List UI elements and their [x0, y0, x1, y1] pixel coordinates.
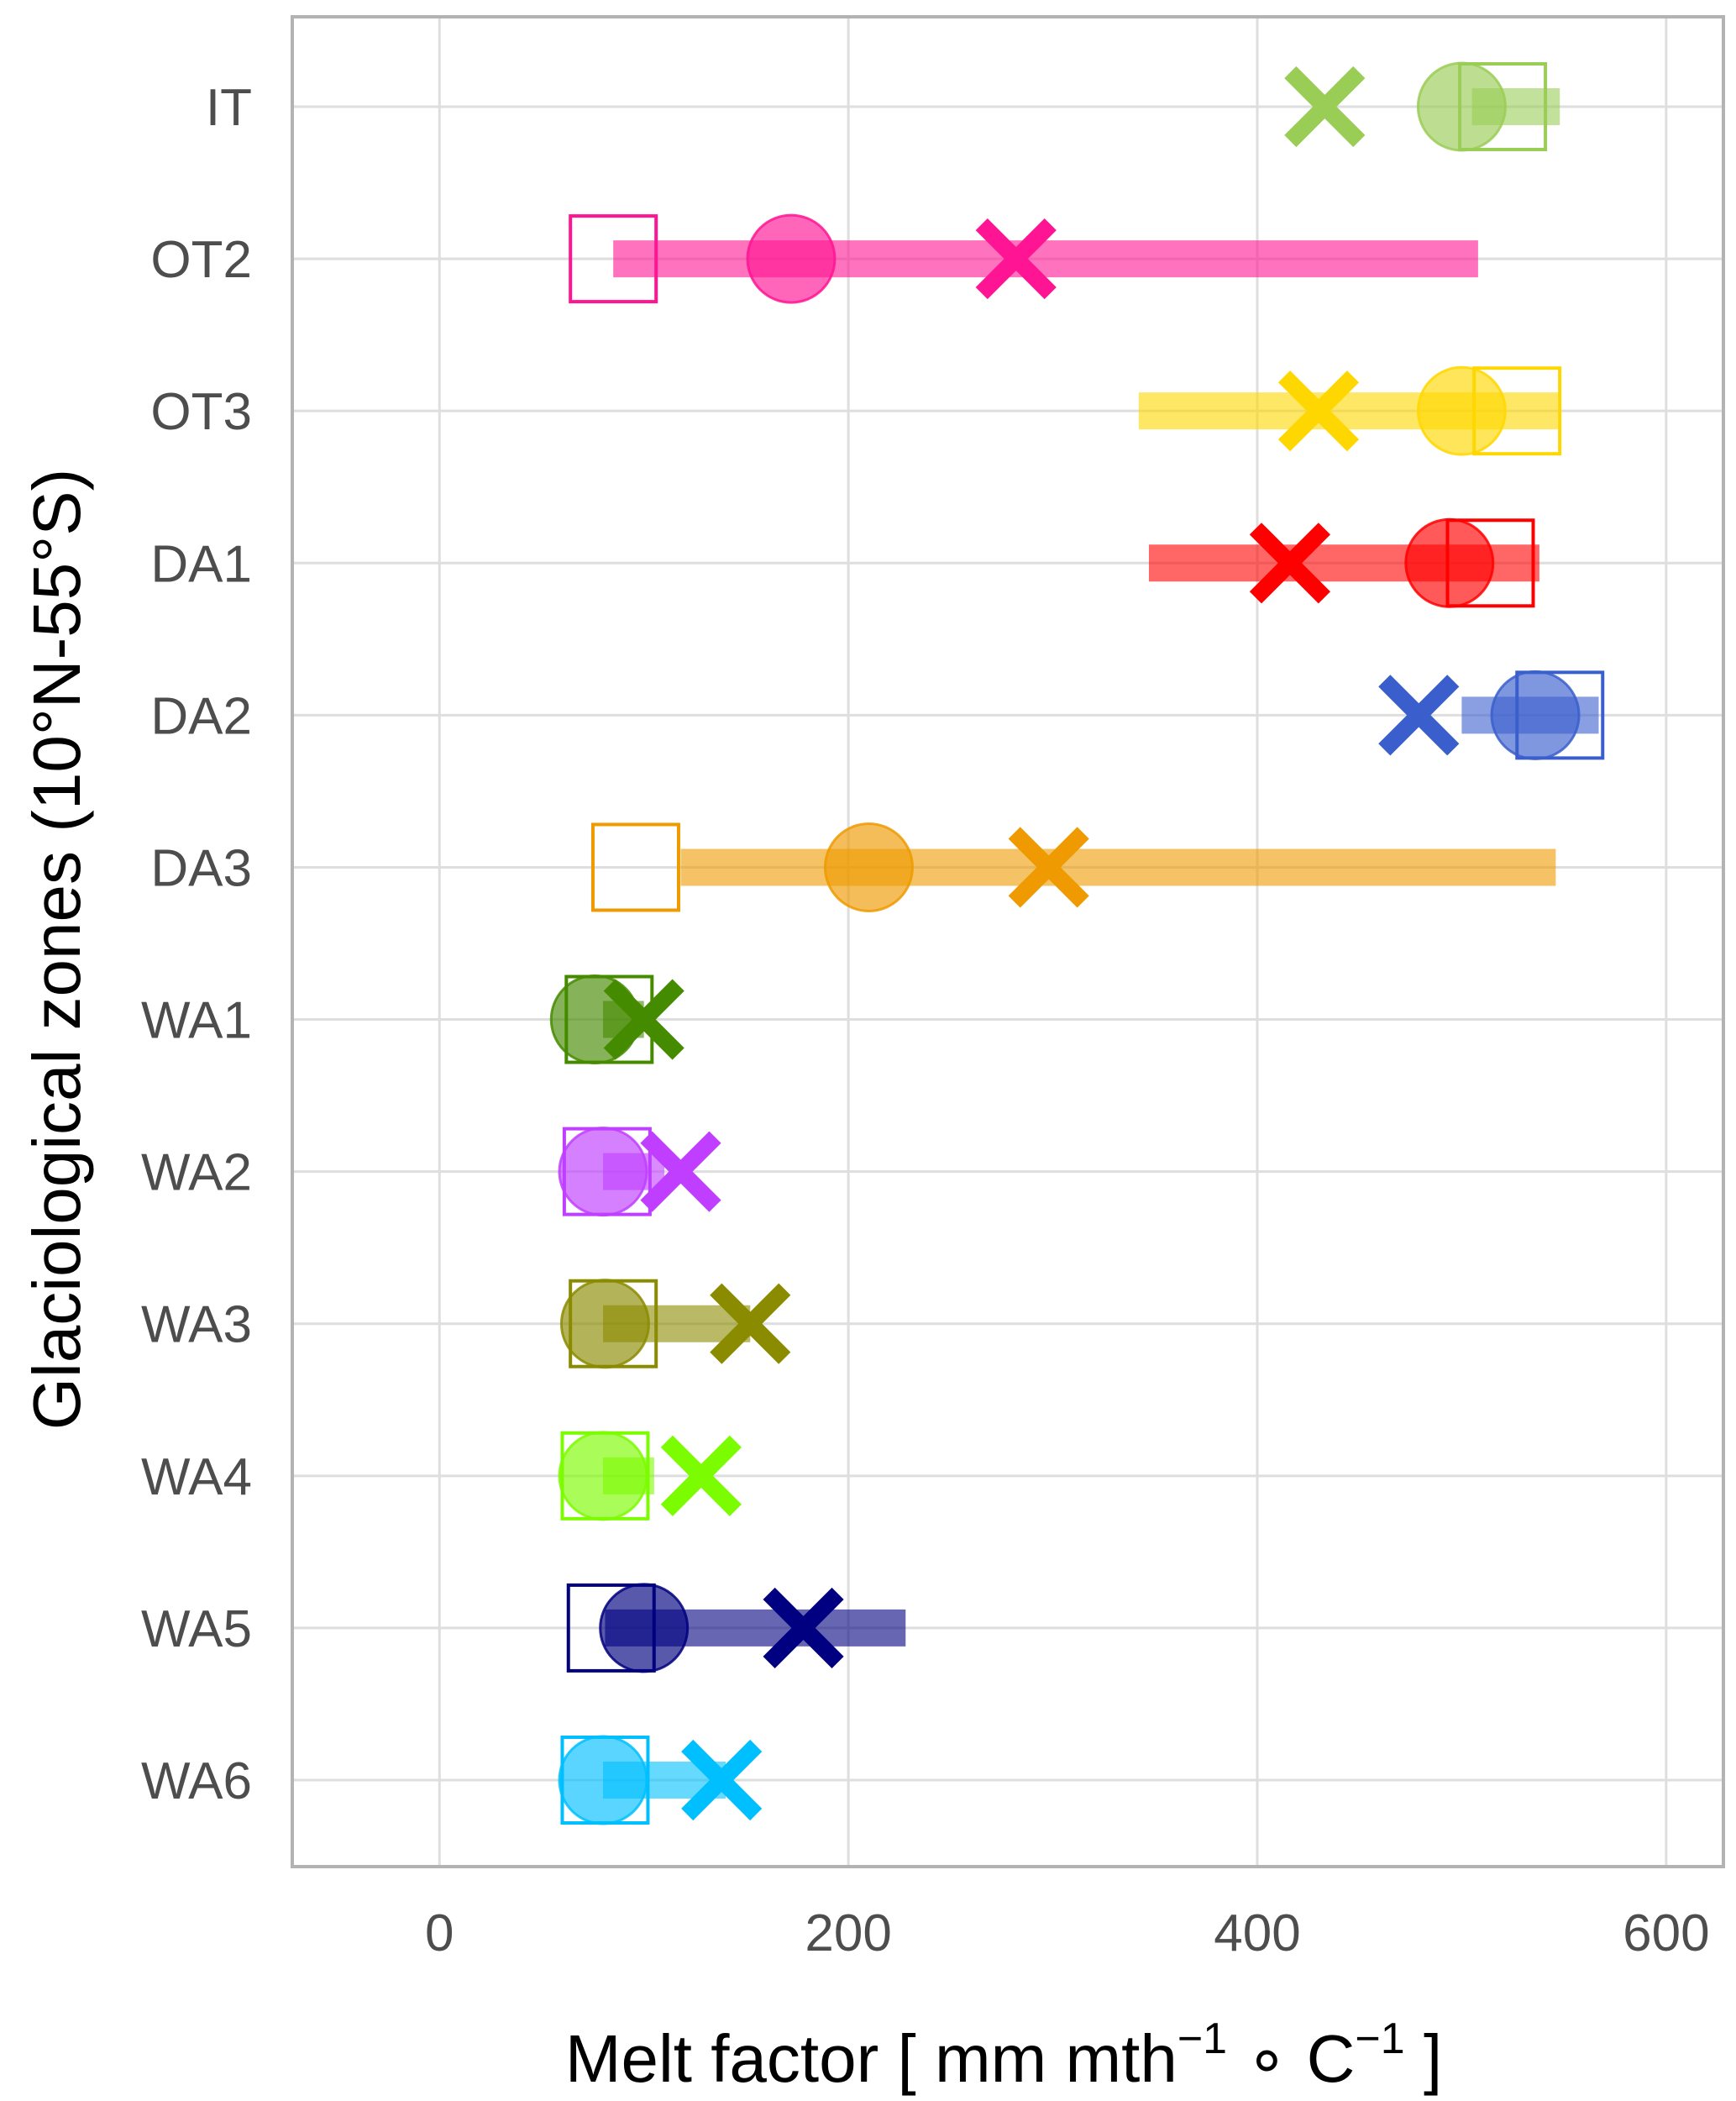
square-marker	[1515, 670, 1605, 760]
y-tick-label: DA3	[150, 839, 252, 897]
cross-marker	[603, 979, 684, 1060]
cross-marker	[1378, 675, 1460, 756]
y-tick-label: DA2	[150, 687, 252, 745]
circle-marker	[1490, 670, 1581, 760]
y-tick-label: WA6	[141, 1752, 252, 1810]
square-marker	[560, 1431, 650, 1521]
square-marker	[569, 214, 658, 304]
circle-marker	[1416, 365, 1507, 456]
zone-wa2-group	[558, 1127, 721, 1217]
y-tick-label: OT3	[150, 383, 252, 441]
square-marker	[569, 1279, 658, 1368]
square-marker	[590, 822, 680, 912]
y-tick-label: WA1	[141, 992, 252, 1050]
cross-marker	[1249, 523, 1331, 604]
cross-marker	[1008, 827, 1089, 908]
cross-stroke	[1277, 370, 1360, 452]
circle-marker	[1404, 517, 1495, 608]
cross-marker	[1277, 370, 1360, 452]
cross-stroke	[660, 1435, 742, 1516]
y-tick-label: OT2	[150, 231, 252, 289]
y-tick-label: IT	[206, 79, 252, 137]
square-marker	[560, 1736, 650, 1825]
zone-da1-group	[1148, 517, 1539, 608]
circle-marker	[746, 213, 837, 304]
cross-stroke	[763, 1587, 844, 1668]
circle-marker	[558, 1127, 648, 1217]
y-tick-labels: IT OT2 OT3 DA1 DA2 DA3 WA1 WA2 WA3 WA4 WA5 WA6	[141, 79, 252, 1810]
zone-wa1-group	[549, 974, 684, 1065]
zone-wa5-group	[566, 1583, 906, 1673]
x-tick-labels: 0 200 400 600	[425, 1904, 1710, 1962]
cross-stroke	[1249, 523, 1331, 604]
cross-stroke	[603, 979, 684, 1060]
cross-marker	[681, 1739, 763, 1821]
y-tick-label: WA4	[141, 1448, 252, 1506]
x-tick-label: 200	[805, 1904, 891, 1962]
cross-stroke	[1378, 675, 1460, 756]
zone-da2-group	[1378, 670, 1605, 760]
zone-wa6-group	[558, 1735, 763, 1825]
square-marker	[1445, 518, 1535, 608]
square-marker	[1472, 366, 1562, 456]
zone-da3-group	[590, 822, 1556, 912]
data-marks	[549, 61, 1605, 1825]
zone-ot3-group	[1138, 365, 1562, 456]
cross-stroke	[640, 1131, 721, 1212]
square-marker	[562, 1127, 652, 1216]
y-tick-label: DA1	[150, 535, 252, 593]
y-tick-label: WA3	[141, 1296, 252, 1354]
cross-marker	[1284, 66, 1366, 148]
circle-marker	[559, 1279, 650, 1369]
y-tick-label: WA5	[141, 1600, 252, 1658]
y-tick-label: WA2	[141, 1144, 252, 1202]
circle-marker	[558, 1735, 648, 1825]
circle-marker	[558, 1431, 648, 1521]
x-tick-label: 400	[1214, 1904, 1300, 1962]
cross-marker	[710, 1283, 791, 1364]
cross-stroke	[681, 1739, 763, 1821]
zone-it-group	[1284, 61, 1560, 152]
x-tick-label: 600	[1623, 1904, 1709, 1962]
grid	[292, 17, 1723, 1867]
cross-stroke	[975, 218, 1057, 300]
square-marker	[1458, 62, 1548, 151]
cross-stroke	[1008, 827, 1089, 908]
circle-marker	[823, 822, 914, 912]
zone-ot2-group	[569, 213, 1478, 304]
zone-wa3-group	[559, 1279, 791, 1369]
cross-stroke	[710, 1283, 791, 1364]
plot-panel-border	[291, 15, 1725, 1868]
circle-marker	[1416, 61, 1507, 152]
circle-marker	[549, 974, 640, 1065]
square-marker	[566, 1583, 656, 1673]
zone-wa4-group	[558, 1431, 742, 1521]
cross-stroke	[1284, 66, 1366, 148]
cross-marker	[640, 1131, 721, 1212]
x-tick-label: 0	[425, 1904, 454, 1962]
cross-marker	[660, 1435, 742, 1516]
cross-marker	[763, 1587, 844, 1668]
y-axis-title: Glaciological zones (10°N-55°S)	[19, 469, 94, 1431]
cross-marker	[975, 218, 1057, 300]
circle-marker	[599, 1583, 690, 1673]
x-axis-title: Melt factor [ mm mth−1 ∘ C−1 ]	[565, 2014, 1442, 2096]
